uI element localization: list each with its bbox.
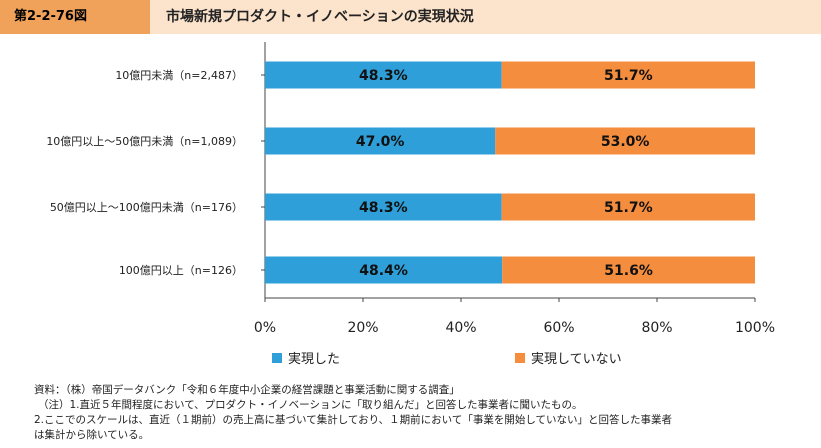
x-tick-label: 0% (254, 320, 276, 336)
legend-swatch-implemented (272, 352, 282, 363)
data-label: 47.0% (356, 134, 405, 150)
data-label: 48.3% (359, 68, 408, 84)
note-line-1: （注）1.直近５年間程度において、プロダクト・イノベーションに「取り組んだ」と回… (38, 399, 583, 411)
bar-segment (265, 256, 503, 284)
bar-segment (265, 193, 502, 221)
source-notes: 資料：（株）帝国データバンク「令和６年度中小企業の経営課題と事業活動に関する調査… (34, 383, 814, 443)
legend-swatch-not-implemented (515, 352, 525, 363)
figure-number: 第2-2-76図 (0, 0, 150, 34)
legend-label-implemented: 実現した (288, 352, 341, 367)
legend-label-not-implemented: 実現していない (531, 352, 622, 367)
x-tick-label: 100% (735, 320, 775, 336)
data-label: 53.0% (601, 134, 650, 150)
data-label: 51.6% (604, 263, 653, 279)
note-line-3: は集計から除いている。 (34, 429, 150, 441)
bar-segment (265, 61, 502, 89)
data-label: 48.4% (359, 263, 408, 279)
category-label: 50億円以上～100億円未満（n=176） (50, 201, 243, 214)
bar-segment (265, 127, 496, 155)
data-label: 48.3% (359, 200, 408, 216)
bar-segment (495, 127, 755, 155)
bar-segment (502, 256, 755, 284)
data-label: 51.7% (604, 68, 653, 84)
category-label: 10億円未満（n=2,487） (115, 69, 243, 82)
x-tick-label: 40% (445, 320, 476, 336)
data-label: 51.7% (604, 200, 653, 216)
legend-item-not-implemented: 実現していない (515, 348, 622, 367)
category-label: 100億円以上（n=126） (119, 264, 243, 277)
note-line-2: 2.ここでのスケールは、直近（１期前）の売上高に基づいて集計しており、１期前にお… (34, 414, 673, 426)
bar-segment (501, 61, 755, 89)
category-label: 10億円以上～50億円未満（n=1,089） (46, 135, 243, 148)
figure-title: 市場新規プロダクト・イノベーションの実現状況 (166, 9, 474, 25)
bar-segment (501, 193, 755, 221)
figure-header: 第2-2-76図 市場新規プロダクト・イノベーションの実現状況 (0, 0, 821, 34)
source-line: 資料：（株）帝国データバンク「令和６年度中小企業の経営課題と事業活動に関する調査… (34, 384, 460, 396)
x-tick-label: 60% (543, 320, 574, 336)
stacked-bar-chart: 0% 20% 40% 60% 80% 100% 10億円未満（n=2,487） 48.3% 51… (46, 42, 775, 336)
legend-item-implemented: 実現した (272, 348, 340, 367)
x-tick-label: 20% (347, 320, 378, 336)
x-tick-label: 80% (641, 320, 672, 336)
